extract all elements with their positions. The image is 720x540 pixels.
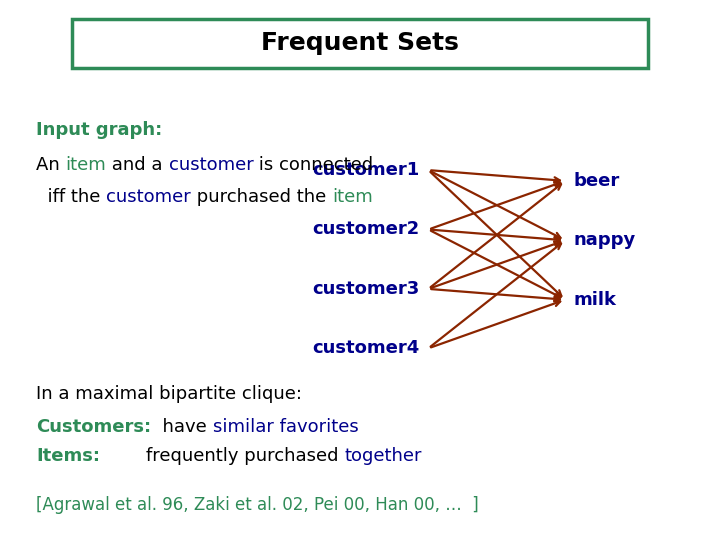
Text: Items:: Items: bbox=[36, 447, 100, 465]
Text: nappy: nappy bbox=[574, 231, 636, 249]
Text: and a: and a bbox=[107, 156, 168, 174]
Text: purchased the: purchased the bbox=[191, 188, 332, 206]
Text: item: item bbox=[66, 156, 107, 174]
Text: customer3: customer3 bbox=[312, 280, 420, 298]
Text: customer2: customer2 bbox=[312, 220, 420, 239]
Text: customer4: customer4 bbox=[312, 339, 420, 357]
Text: customer: customer bbox=[106, 188, 191, 206]
Text: In a maximal bipartite clique:: In a maximal bipartite clique: bbox=[36, 385, 302, 403]
Text: milk: milk bbox=[574, 291, 617, 309]
Text: Frequent Sets: Frequent Sets bbox=[261, 31, 459, 55]
Text: similar favorites: similar favorites bbox=[212, 417, 359, 436]
Text: beer: beer bbox=[574, 172, 620, 190]
Text: together: together bbox=[344, 447, 422, 465]
Text: [Agrawal et al. 96, Zaki et al. 02, Pei 00, Han 00, …  ]: [Agrawal et al. 96, Zaki et al. 02, Pei … bbox=[36, 496, 479, 514]
Text: frequently purchased: frequently purchased bbox=[100, 447, 344, 465]
Text: An: An bbox=[36, 156, 66, 174]
Text: customer1: customer1 bbox=[312, 161, 420, 179]
FancyBboxPatch shape bbox=[72, 19, 648, 68]
Text: Input graph:: Input graph: bbox=[36, 120, 162, 139]
Text: customer: customer bbox=[168, 156, 253, 174]
Text: iff the: iff the bbox=[36, 188, 106, 206]
Text: is connected: is connected bbox=[253, 156, 374, 174]
Text: item: item bbox=[332, 188, 373, 206]
Text: Customers:: Customers: bbox=[36, 417, 151, 436]
Text: have: have bbox=[151, 417, 212, 436]
